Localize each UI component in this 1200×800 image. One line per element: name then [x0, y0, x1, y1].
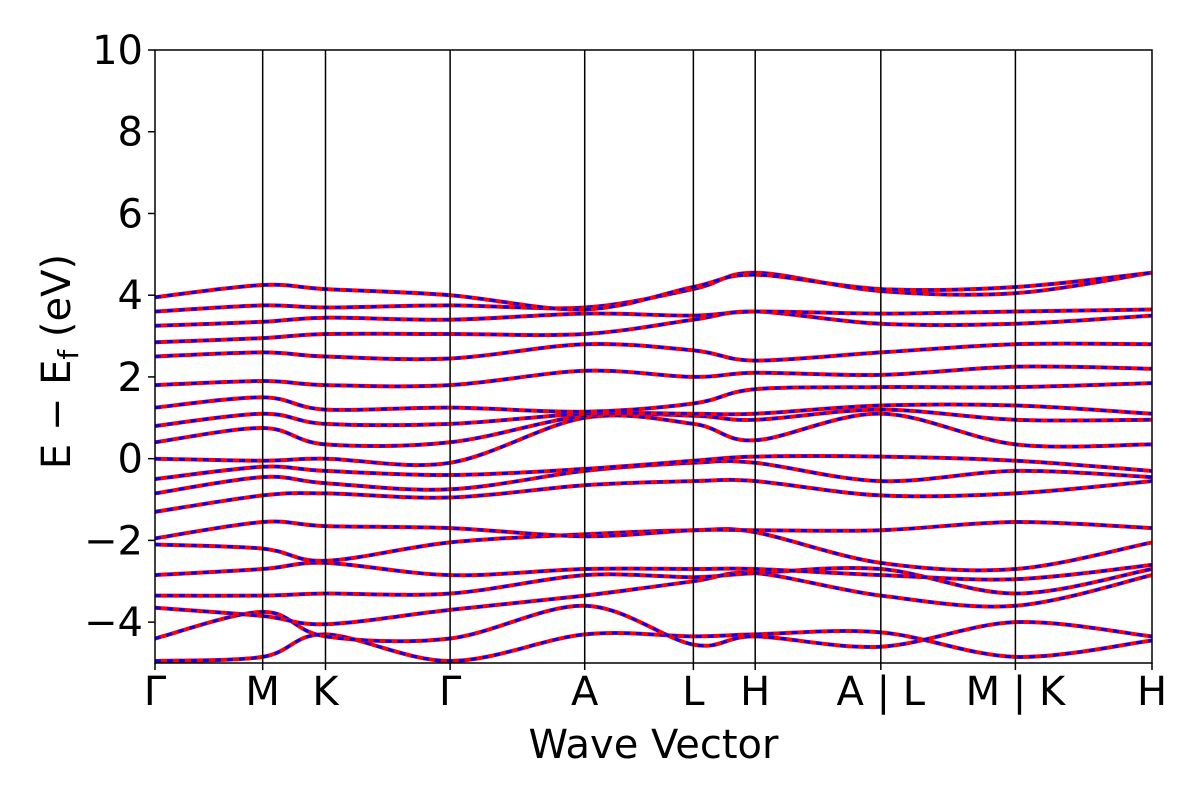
- x-axis-title: Wave Vector: [529, 722, 780, 768]
- x-tick-label: Γ: [439, 669, 462, 715]
- band-14-series-2: [154, 381, 1153, 414]
- band-16-series-2: [154, 342, 1153, 363]
- x-tick-label: Γ: [144, 669, 167, 715]
- y-tick-label: −4: [84, 600, 143, 646]
- x-tick-label: L: [682, 669, 705, 715]
- kpoint-lines-layer: [261, 50, 1017, 663]
- band-9-series-1: [154, 459, 1153, 496]
- band-1-series-2: [154, 629, 1153, 663]
- band-2-series-1: [154, 603, 1153, 649]
- band-20-series-2: [154, 271, 1153, 312]
- x-tick-label: M: [245, 669, 280, 715]
- y-tick-label: 2: [118, 355, 143, 401]
- y-tick-label: 6: [118, 191, 143, 237]
- band-8-series-1: [154, 477, 1153, 514]
- band-7-series-2: [154, 520, 1153, 540]
- band-16-series-1: [154, 341, 1153, 363]
- x-tick-label: A: [571, 669, 599, 715]
- band-3-series-2: [154, 571, 1153, 626]
- y-ticks: −4 −2 0 2 4 6 8 10: [84, 28, 155, 646]
- y-tick-label: 4: [118, 273, 143, 319]
- plot-frame: [154, 49, 1153, 664]
- x-tick-label: M | K: [966, 669, 1067, 715]
- y-tick-label: 0: [118, 437, 143, 483]
- band-18-series-2: [154, 308, 1153, 328]
- band-6-series-2: [154, 527, 1153, 572]
- band-19-series-2: [154, 271, 1153, 313]
- x-tick-label: A | L: [837, 669, 926, 715]
- band-4-series-2: [154, 566, 1153, 598]
- y-tick-label: 10: [92, 28, 143, 74]
- band-8-series-2: [154, 478, 1153, 514]
- band-5-series-2: [154, 561, 1153, 582]
- band-2-series-2: [154, 604, 1153, 649]
- band-14-series-1: [154, 381, 1153, 414]
- band-15-series-2: [154, 364, 1153, 388]
- x-tick-label: H: [1137, 669, 1167, 715]
- band-4-series-1: [154, 566, 1153, 598]
- y-tick-label: −2: [84, 518, 143, 564]
- y-tick-label: 8: [118, 110, 143, 156]
- band-10-series-2: [154, 454, 1153, 481]
- band-12-series-2: [154, 408, 1153, 448]
- y-axis-title: E − Ef (eV): [34, 254, 85, 469]
- band-20-series-1: [154, 270, 1153, 312]
- bands-layer: [154, 270, 1153, 664]
- band-17-series-2: [154, 309, 1153, 344]
- x-tick-label: K: [312, 669, 340, 715]
- x-tick-label: H: [740, 669, 770, 715]
- band-13-series-2: [154, 403, 1153, 428]
- band-11-series-2: [154, 412, 1153, 467]
